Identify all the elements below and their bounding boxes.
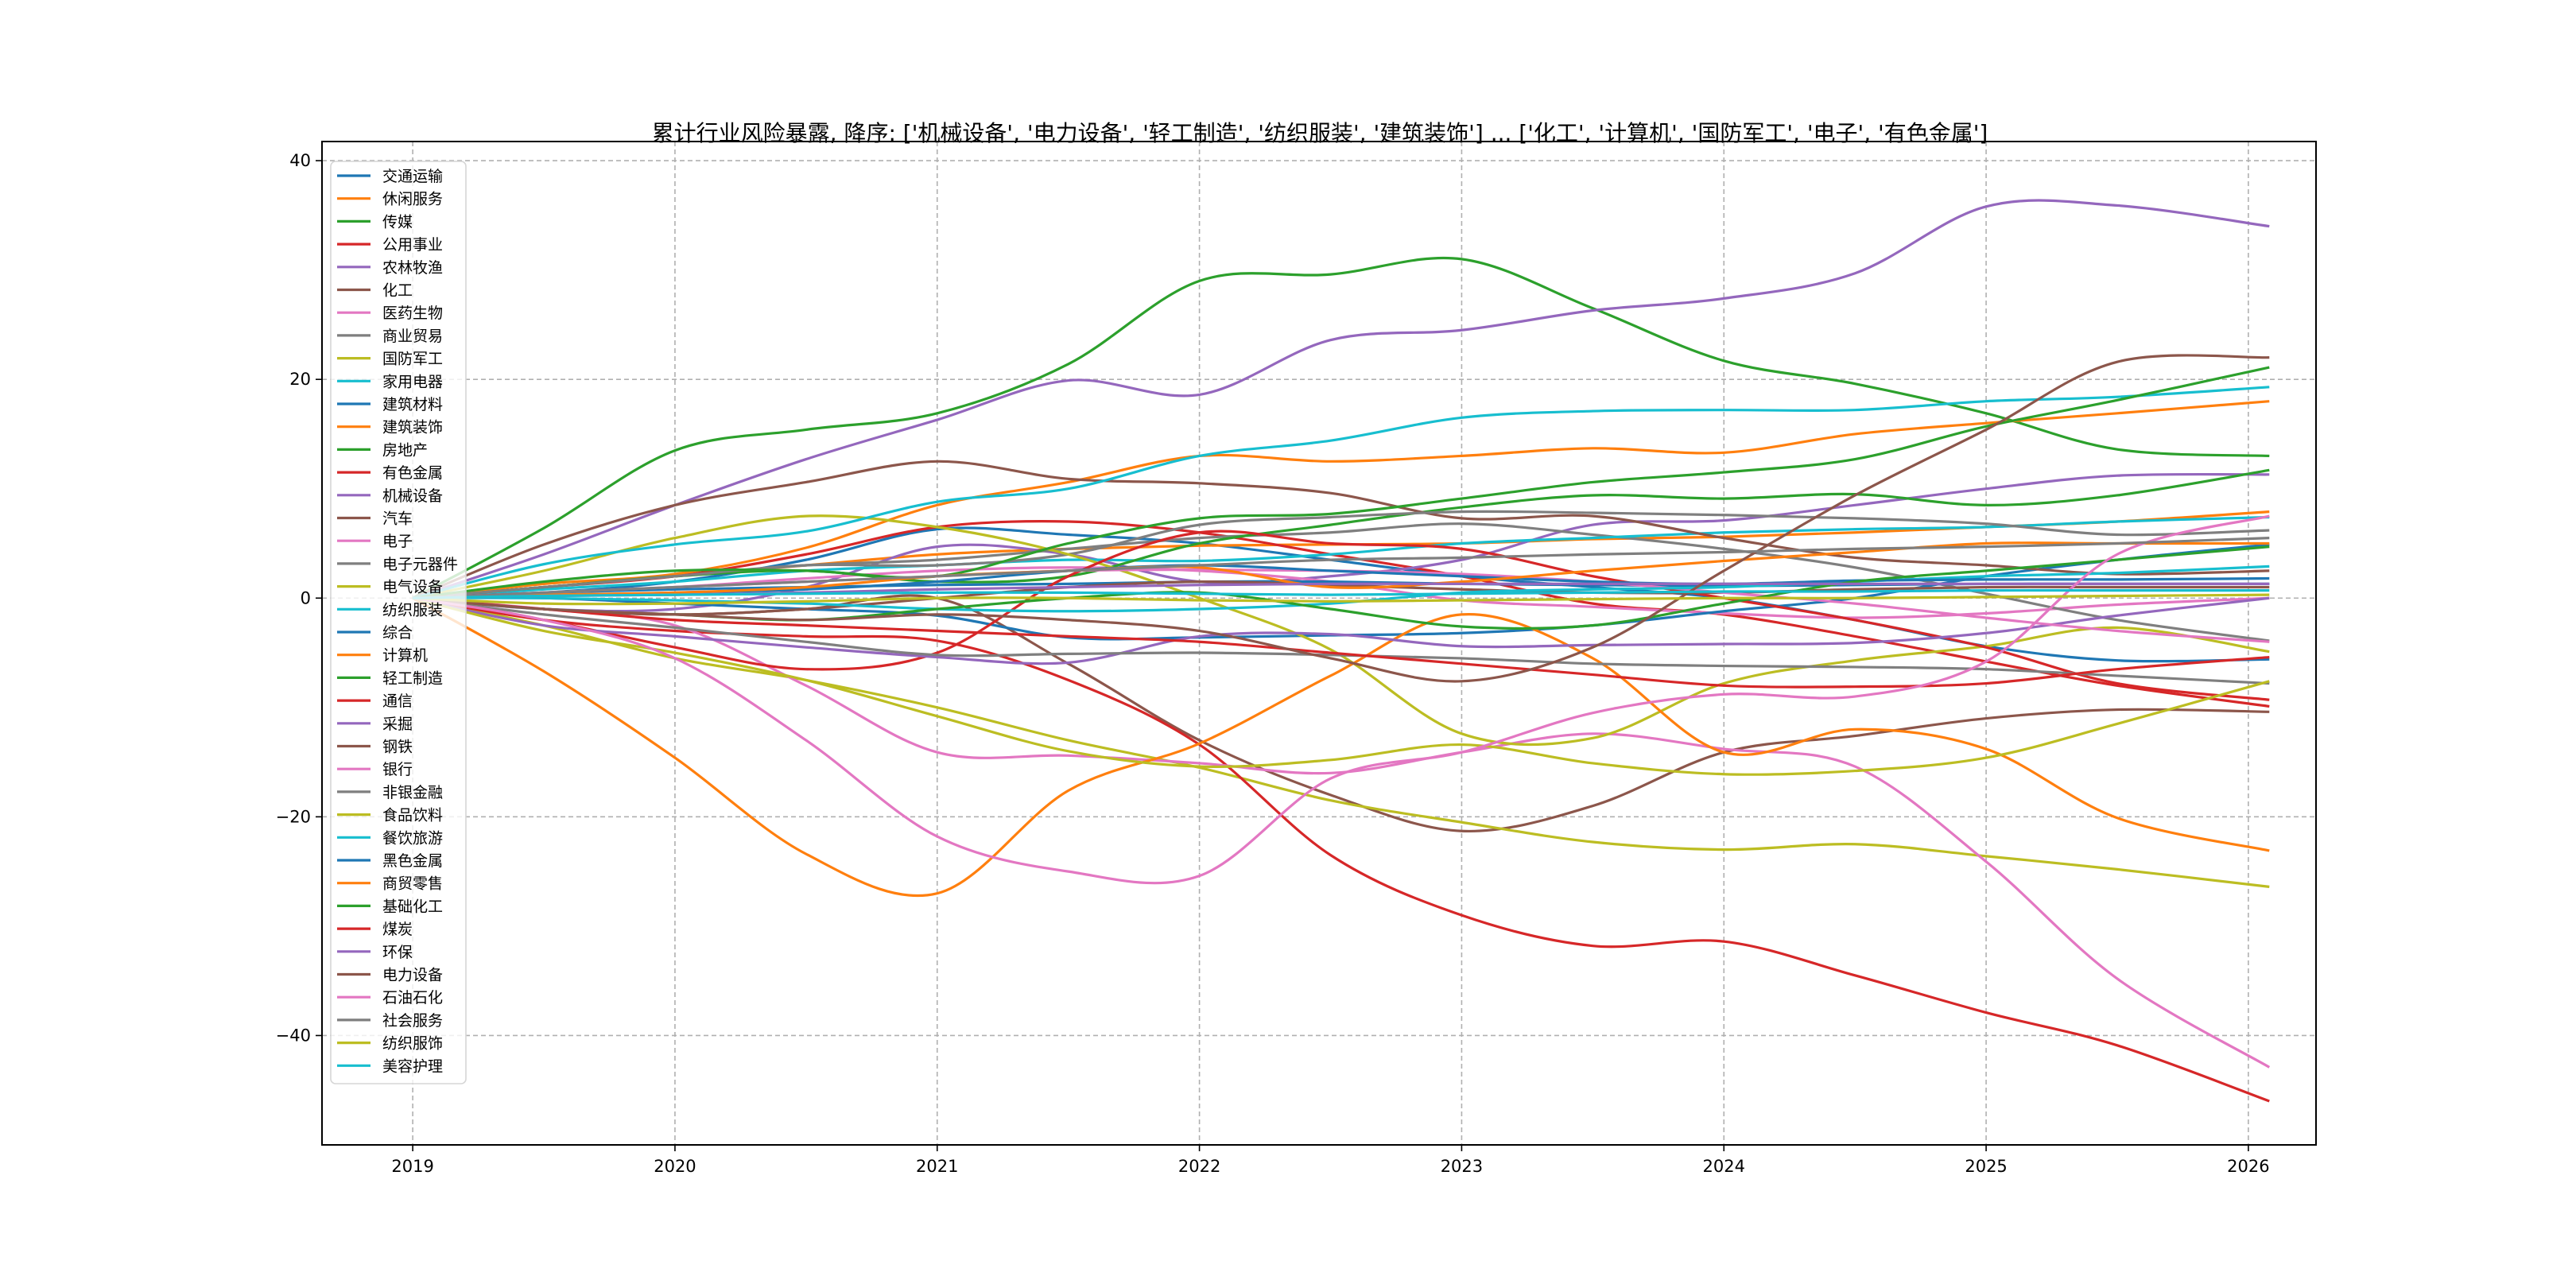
legend: 交通运输休闲服务传媒公用事业农林牧渔化工医药生物商业贸易国防军工家用电器建筑材料…: [330, 161, 467, 1084]
legend-label: 钢铁: [382, 739, 413, 756]
legend-label: 美容护理: [382, 1057, 443, 1075]
axis-ticks: 2019 2020 2021 2022 2023 2024 2025 2026 −40 −20 0 2…: [276, 151, 2270, 1176]
x-tick-label: 2023: [1441, 1157, 1483, 1176]
series-line-社会服务: [413, 537, 2270, 599]
legend-label: 国防军工: [382, 351, 443, 368]
y-tick-label: −40: [276, 1026, 311, 1045]
y-tick-label: 40: [289, 151, 311, 170]
legend-label: 纺织服饰: [382, 1035, 443, 1053]
x-tick-label: 2022: [1178, 1157, 1220, 1176]
series-line-商贸零售: [413, 541, 2270, 599]
series-line-机械设备: [412, 199, 2270, 599]
series-line-汽车: [412, 460, 2270, 599]
legend-label: 食品饮料: [382, 807, 443, 824]
y-tick-label: 0: [301, 588, 311, 607]
series-lines: [412, 199, 2271, 1103]
series-line-纺织服饰: [413, 593, 2270, 606]
legend-label: 环保: [382, 944, 413, 961]
legend-label: 银行: [382, 761, 413, 778]
series-line-煤炭: [412, 596, 2270, 689]
legend-label: 综合: [382, 624, 413, 642]
series-line-建筑装饰: [412, 400, 2270, 599]
chart-title: 累计行业风险暴露, 降序: ['机械设备', '电力设备', '轻工制造', '…: [652, 120, 1988, 146]
legend-label: 非银金融: [382, 784, 443, 801]
series-line-采掘: [412, 596, 2270, 665]
legend-label: 建筑装饰: [382, 419, 443, 436]
legend-label: 商业贸易: [382, 328, 443, 345]
legend-label: 电子元器件: [382, 556, 458, 573]
series-line-有色金属: [412, 596, 2270, 1103]
series-line-计算机: [412, 596, 2270, 898]
plot-frame: [321, 141, 2317, 1146]
series-line-美容护理: [413, 588, 2270, 599]
legend-label: 轻工制造: [382, 669, 443, 687]
legend-label: 家用电器: [382, 373, 443, 390]
x-tick-label: 2025: [1965, 1157, 2007, 1176]
legend-label: 餐饮旅游: [382, 829, 443, 847]
legend-label: 通信: [382, 692, 413, 710]
legend-label: 社会服务: [382, 1012, 443, 1030]
legend-label: 化工: [382, 282, 413, 300]
x-tick-label: 2020: [654, 1157, 696, 1176]
legend-label: 石油石化: [382, 989, 443, 1007]
series-line-电气设备: [412, 514, 2270, 747]
legend-label: 计算机: [382, 647, 428, 665]
legend-label: 公用事业: [382, 236, 443, 254]
legend-label: 建筑材料: [382, 396, 443, 413]
series-line-电力设备: [412, 354, 2270, 683]
legend-label: 农林牧渔: [382, 259, 443, 277]
legend-label: 医药生物: [382, 305, 443, 322]
legend-label: 交通运输: [382, 168, 443, 185]
legend-label: 电力设备: [382, 967, 443, 984]
series-line-餐饮旅游: [413, 564, 2270, 613]
legend-label: 采掘: [382, 716, 413, 733]
legend-label: 休闲服务: [382, 191, 443, 208]
series-line-通信: [412, 530, 2270, 701]
series-line-轻工制造: [412, 366, 2270, 599]
legend-label: 机械设备: [382, 487, 443, 505]
legend-label: 基础化工: [382, 898, 443, 915]
series-line-国防军工: [412, 596, 2270, 888]
x-tick-label: 2024: [1703, 1157, 1745, 1176]
x-tick-label: 2021: [916, 1157, 958, 1176]
series-line-石油石化: [412, 514, 2270, 885]
x-tick-label: 2019: [391, 1157, 433, 1176]
legend-label: 纺织服装: [382, 601, 443, 619]
y-tick-label: −20: [276, 807, 311, 826]
series-line-纺织服装: [412, 386, 2270, 599]
legend-label: 商贸零售: [382, 875, 443, 893]
series-line-电子元器件: [412, 510, 2270, 599]
series-line-非银金融: [412, 596, 2270, 685]
x-tick-label: 2026: [2227, 1157, 2269, 1176]
y-tick-label: 20: [289, 370, 311, 389]
legend-label: 煤炭: [382, 921, 413, 938]
legend-label: 黑色金属: [382, 852, 443, 870]
legend-label: 电气设备: [382, 579, 443, 596]
legend-label: 电子: [382, 533, 413, 550]
series-line-食品饮料: [412, 596, 2270, 776]
legend-label: 房地产: [382, 441, 428, 459]
legend-box: [330, 161, 467, 1084]
series-line-家用电器: [413, 515, 2270, 599]
legend-label: 有色金属: [382, 464, 443, 482]
legend-label: 传媒: [382, 213, 413, 231]
legend-label: 汽车: [382, 510, 413, 528]
